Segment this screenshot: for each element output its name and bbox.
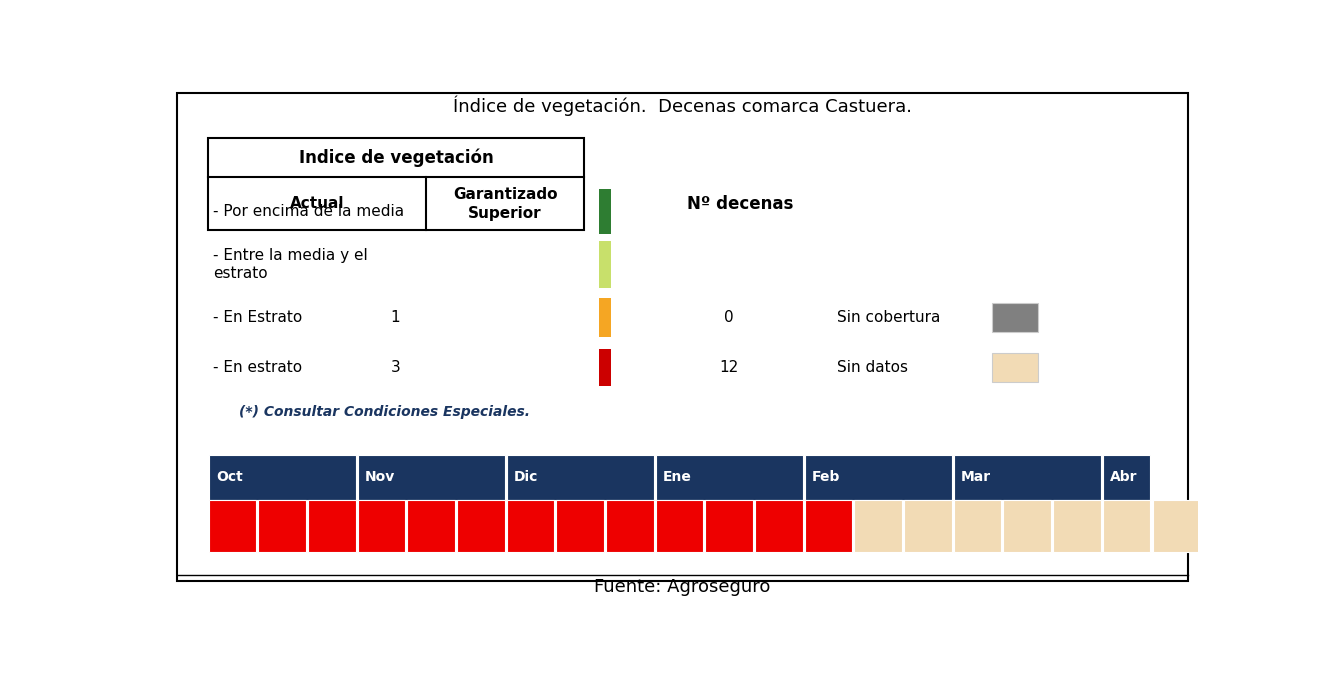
FancyBboxPatch shape bbox=[208, 138, 584, 230]
Text: 3: 3 bbox=[390, 360, 401, 375]
FancyBboxPatch shape bbox=[599, 189, 611, 234]
Text: Feb: Feb bbox=[812, 470, 840, 484]
FancyBboxPatch shape bbox=[1004, 499, 1051, 552]
FancyBboxPatch shape bbox=[599, 241, 611, 288]
FancyBboxPatch shape bbox=[556, 499, 604, 552]
Text: (*) Consultar Condiciones Especiales.: (*) Consultar Condiciones Especiales. bbox=[238, 405, 530, 419]
FancyBboxPatch shape bbox=[656, 499, 703, 552]
FancyBboxPatch shape bbox=[407, 499, 455, 552]
FancyBboxPatch shape bbox=[855, 499, 902, 552]
Text: Nº decenas: Nº decenas bbox=[687, 195, 793, 213]
Text: - En Estrato: - En Estrato bbox=[213, 310, 302, 325]
Text: Oct: Oct bbox=[216, 470, 242, 484]
FancyBboxPatch shape bbox=[954, 499, 1001, 552]
FancyBboxPatch shape bbox=[805, 499, 852, 552]
Text: - En estrato: - En estrato bbox=[213, 360, 302, 375]
FancyBboxPatch shape bbox=[1153, 499, 1201, 552]
FancyBboxPatch shape bbox=[705, 499, 753, 552]
FancyBboxPatch shape bbox=[599, 298, 611, 338]
FancyBboxPatch shape bbox=[992, 353, 1038, 382]
Text: Mar: Mar bbox=[961, 470, 992, 484]
FancyBboxPatch shape bbox=[1103, 455, 1150, 499]
FancyBboxPatch shape bbox=[209, 455, 355, 499]
FancyBboxPatch shape bbox=[904, 499, 952, 552]
FancyBboxPatch shape bbox=[358, 499, 406, 552]
FancyBboxPatch shape bbox=[1302, 499, 1331, 552]
FancyBboxPatch shape bbox=[755, 499, 803, 552]
Text: - Por encima de la media: - Por encima de la media bbox=[213, 204, 403, 220]
FancyBboxPatch shape bbox=[358, 455, 504, 499]
Text: 0: 0 bbox=[724, 310, 733, 325]
Text: Índice de vegetación.  Decenas comarca Castuera.: Índice de vegetación. Decenas comarca Ca… bbox=[453, 96, 912, 117]
Text: 1: 1 bbox=[390, 310, 401, 325]
FancyBboxPatch shape bbox=[457, 499, 504, 552]
FancyBboxPatch shape bbox=[1103, 499, 1150, 552]
FancyBboxPatch shape bbox=[1053, 499, 1101, 552]
Text: - Entre la media y el
estrato: - Entre la media y el estrato bbox=[213, 248, 367, 281]
Text: Sin cobertura: Sin cobertura bbox=[837, 310, 940, 325]
Text: Sin datos: Sin datos bbox=[837, 360, 908, 375]
Text: Ene: Ene bbox=[663, 470, 692, 484]
FancyBboxPatch shape bbox=[1202, 499, 1250, 552]
FancyBboxPatch shape bbox=[307, 499, 355, 552]
FancyBboxPatch shape bbox=[656, 455, 803, 499]
Text: Garantizado
Superior: Garantizado Superior bbox=[453, 187, 558, 221]
Text: 12: 12 bbox=[719, 360, 739, 375]
FancyBboxPatch shape bbox=[992, 303, 1038, 332]
FancyBboxPatch shape bbox=[209, 499, 257, 552]
FancyBboxPatch shape bbox=[606, 499, 654, 552]
Text: Indice de vegetación: Indice de vegetación bbox=[298, 148, 494, 167]
Text: Dic: Dic bbox=[514, 470, 538, 484]
FancyBboxPatch shape bbox=[258, 499, 306, 552]
FancyBboxPatch shape bbox=[1252, 499, 1299, 552]
FancyBboxPatch shape bbox=[954, 455, 1101, 499]
FancyBboxPatch shape bbox=[805, 455, 952, 499]
Text: Abr: Abr bbox=[1110, 470, 1138, 484]
Text: Fuente: Agroseguro: Fuente: Agroseguro bbox=[594, 578, 771, 595]
Text: Actual: Actual bbox=[290, 196, 345, 211]
FancyBboxPatch shape bbox=[507, 455, 654, 499]
FancyBboxPatch shape bbox=[177, 93, 1187, 582]
Text: Nov: Nov bbox=[365, 470, 395, 484]
FancyBboxPatch shape bbox=[507, 499, 554, 552]
FancyBboxPatch shape bbox=[599, 349, 611, 386]
